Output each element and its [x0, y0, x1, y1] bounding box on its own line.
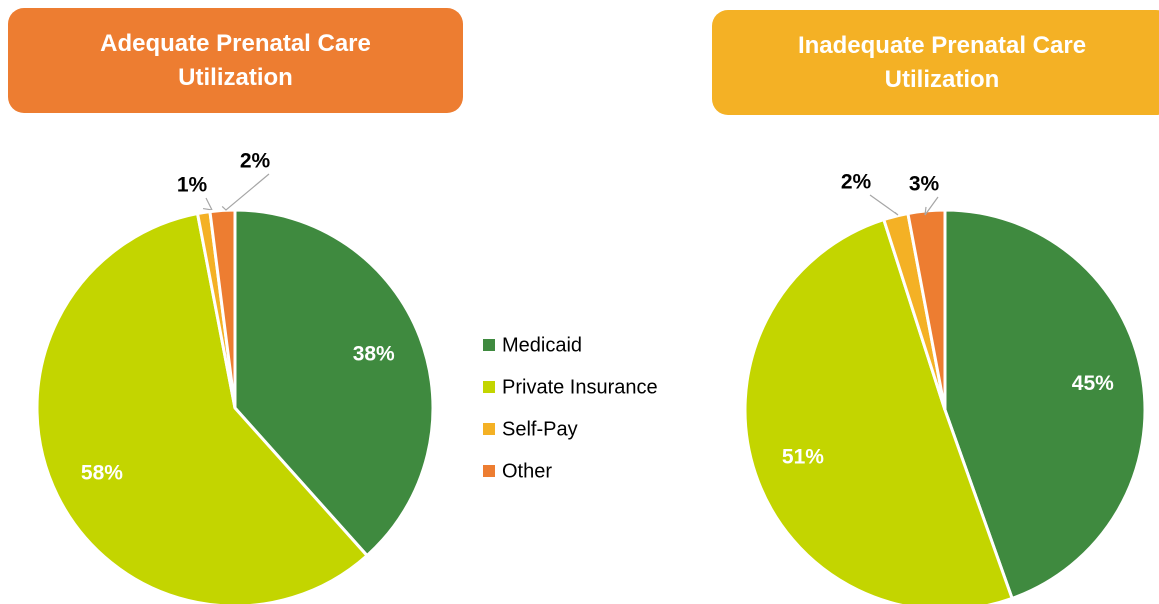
pie-slice — [906, 208, 947, 411]
legend-swatch — [483, 339, 495, 351]
chart-title: Adequate Prenatal Care Utilization — [100, 29, 371, 91]
data-label: 2% — [841, 171, 872, 194]
data-label: 38% — [353, 343, 395, 366]
data-label: 2% — [240, 150, 271, 173]
legend-swatch — [483, 465, 495, 477]
chart-title: Inadequate Prenatal Care Utilization — [797, 31, 1087, 93]
data-label: 3% — [909, 173, 940, 196]
data-label: 1% — [177, 174, 208, 197]
leader-line — [202, 197, 214, 211]
legend-label: Self-Pay — [502, 418, 578, 440]
legend-label: Other — [502, 460, 552, 482]
leader-line — [221, 173, 270, 211]
title-box: Adequate Prenatal Care Utilization — [8, 8, 463, 113]
data-label: 45% — [1072, 372, 1114, 395]
pie-slice — [233, 208, 435, 558]
pie-slice — [743, 217, 1015, 604]
legend-swatch — [483, 423, 495, 435]
leader-line — [869, 194, 899, 216]
data-label: 58% — [81, 461, 123, 484]
legend-label: Private Insurance — [502, 376, 658, 398]
title-box: Inadequate Prenatal Care Utilization — [712, 10, 1159, 115]
legend-swatch — [483, 381, 495, 393]
leader-line — [924, 196, 939, 216]
pie-slice — [35, 211, 370, 604]
data-label: 51% — [782, 446, 824, 469]
pie-slice — [208, 208, 237, 409]
pie-slice — [943, 208, 1147, 601]
legend-label: Medicaid — [502, 334, 582, 356]
